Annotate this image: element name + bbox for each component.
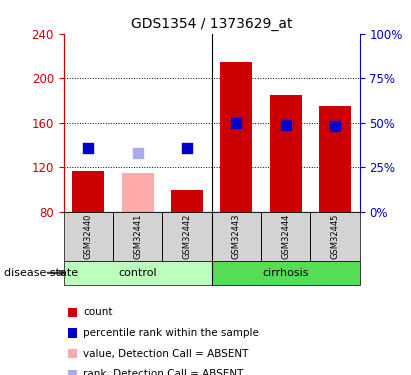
Text: rank, Detection Call = ABSENT: rank, Detection Call = ABSENT <box>83 369 243 375</box>
Bar <box>122 173 154 212</box>
Text: control: control <box>118 268 157 278</box>
Bar <box>72 171 104 212</box>
Point <box>332 123 338 129</box>
Bar <box>319 106 351 212</box>
Point <box>184 146 190 152</box>
Text: GSM32443: GSM32443 <box>232 213 241 259</box>
Point <box>282 122 289 128</box>
Point <box>233 120 240 126</box>
Title: GDS1354 / 1373629_at: GDS1354 / 1373629_at <box>131 17 292 32</box>
Text: cirrhosis: cirrhosis <box>262 268 309 278</box>
Bar <box>270 95 302 212</box>
Text: value, Detection Call = ABSENT: value, Detection Call = ABSENT <box>83 349 248 358</box>
Text: GSM32444: GSM32444 <box>281 214 290 259</box>
Text: count: count <box>83 308 113 317</box>
Text: GSM32442: GSM32442 <box>182 214 192 259</box>
Text: GSM32441: GSM32441 <box>133 214 142 259</box>
Text: percentile rank within the sample: percentile rank within the sample <box>83 328 259 338</box>
Bar <box>171 190 203 212</box>
Text: GSM32440: GSM32440 <box>84 214 93 259</box>
Point <box>134 150 141 156</box>
Point <box>85 146 92 152</box>
Text: disease state: disease state <box>4 268 78 278</box>
Text: GSM32445: GSM32445 <box>330 214 339 259</box>
Bar <box>220 62 252 212</box>
